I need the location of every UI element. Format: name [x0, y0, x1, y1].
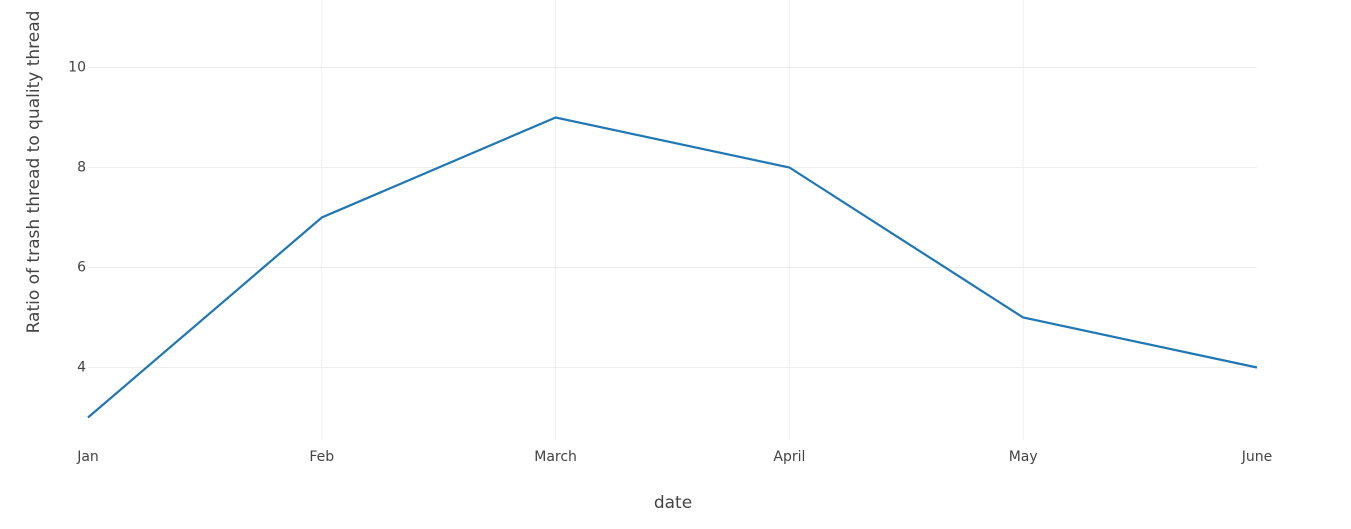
- y-tick-label: 10: [68, 60, 86, 76]
- x-tick-label: Jan: [76, 449, 99, 465]
- y-tick-label: 8: [77, 160, 86, 176]
- x-tick-label: March: [534, 449, 577, 465]
- x-axis-title: date: [654, 493, 692, 513]
- y-tick-label: 4: [77, 360, 86, 376]
- y-tick-label: 6: [77, 260, 86, 276]
- x-tick-label: May: [1009, 449, 1038, 465]
- y-axis-title: Ratio of trash thread to quality thread: [24, 11, 44, 334]
- line: [87, 116, 1258, 419]
- x-tick-label: June: [1241, 449, 1273, 465]
- x-tick-label: April: [773, 449, 805, 465]
- x-tick-label: Feb: [309, 449, 334, 465]
